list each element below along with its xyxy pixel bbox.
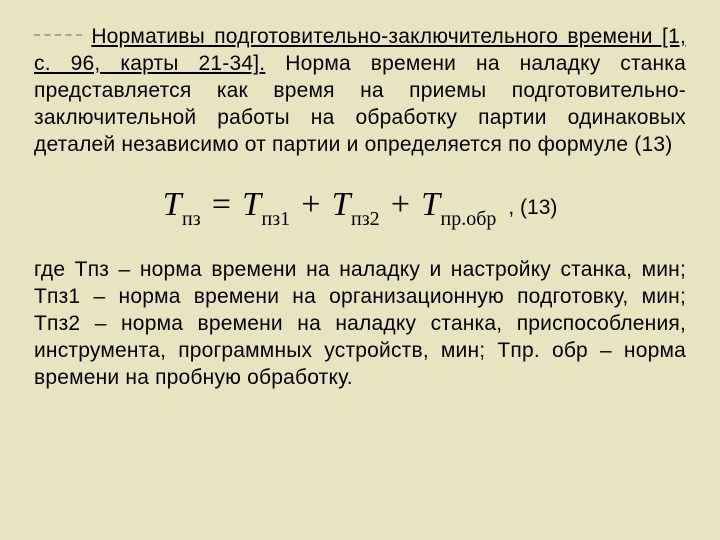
lead-dashes <box>34 34 82 36</box>
paragraph-1: Нормативы подготовительно-заключительног… <box>34 24 686 158</box>
formula-eq: = <box>201 186 242 223</box>
formula-T2: T <box>242 186 261 223</box>
formula-row: Tпз = Tпз1 + Tпз2 + Tпр.обр , (13) <box>34 186 686 229</box>
formula-sub-pz2: пз2 <box>351 208 380 230</box>
formula-T3: T <box>332 186 351 223</box>
formula: Tпз = Tпз1 + Tпз2 + Tпр.обр <box>163 186 497 229</box>
formula-plus1: + <box>290 186 331 223</box>
paragraph-2: где Tпз – норма времени на наладку и нас… <box>34 257 686 391</box>
formula-T4: T <box>421 186 440 223</box>
formula-sub-probr: пр.обр <box>440 208 496 230</box>
equation-number: , (13) <box>508 196 557 220</box>
formula-plus2: + <box>380 186 421 223</box>
formula-sub-pz: пз <box>182 208 201 230</box>
formula-sub-pz1: пз1 <box>262 208 291 230</box>
formula-T1: T <box>163 186 182 223</box>
